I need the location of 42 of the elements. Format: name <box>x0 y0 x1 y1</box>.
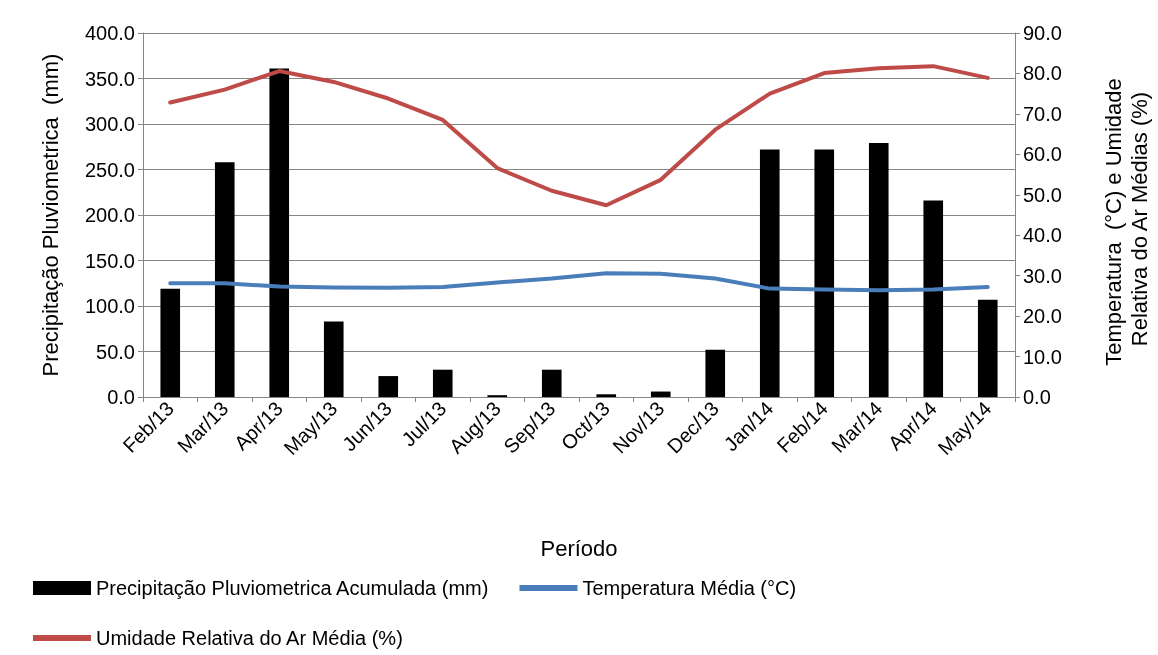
y2-tick-label: 80.0 <box>1023 62 1062 85</box>
y-tick-label: 150.0 <box>84 249 135 272</box>
bar <box>323 321 344 397</box>
bar <box>977 299 998 397</box>
y-tick-label: 100.0 <box>84 295 135 317</box>
bar <box>705 349 726 397</box>
bar <box>160 288 181 397</box>
bar <box>814 149 835 397</box>
x-axis-title: Período <box>540 535 618 561</box>
y2-tick-label: 20.0 <box>1023 305 1062 328</box>
y2-tick-label: 90.0 <box>1023 22 1062 44</box>
bar <box>868 143 889 397</box>
y-tick-label: 300.0 <box>84 113 135 135</box>
y-axis-title: Precipitação Pluviometrica (mm) <box>37 53 63 377</box>
y2-tick-label: 0.0 <box>1023 386 1051 408</box>
bar <box>596 394 617 397</box>
bar <box>214 162 235 397</box>
y-tick-label: 350.0 <box>84 67 135 90</box>
bar <box>269 68 290 397</box>
bar <box>378 376 399 397</box>
y2-axis-title: Temperatura (°C) e Umidade Relativa do Ar Médias (%) <box>1100 72 1152 366</box>
line-series <box>168 64 990 208</box>
y2-tick-label: 40.0 <box>1023 224 1062 247</box>
y-tick-label: 400.0 <box>84 22 135 44</box>
line-series <box>168 271 990 293</box>
bar <box>759 149 780 397</box>
bar <box>432 369 453 397</box>
y-tick-label: 200.0 <box>84 204 135 226</box>
bar <box>923 200 944 397</box>
y-tick-label: 50.0 <box>96 340 135 363</box>
y2-tick-label: 60.0 <box>1023 143 1062 166</box>
y2-tick-label: 10.0 <box>1023 345 1062 368</box>
y-tick-label: 0.0 <box>107 386 135 408</box>
y2-tick-label: 50.0 <box>1023 183 1062 206</box>
legend-label: Precipitação Pluviometrica Acumulada (mm) <box>96 577 489 599</box>
bar <box>541 369 562 397</box>
y-tick-label: 250.0 <box>84 158 135 181</box>
y2-tick-label: 70.0 <box>1023 102 1062 125</box>
y2-tick-label: 30.0 <box>1023 264 1062 287</box>
bar <box>650 391 671 397</box>
legend-label: Temperatura Média (°C) <box>582 577 797 599</box>
legend-label: Umidade Relativa do Ar Média (%) <box>96 627 403 649</box>
